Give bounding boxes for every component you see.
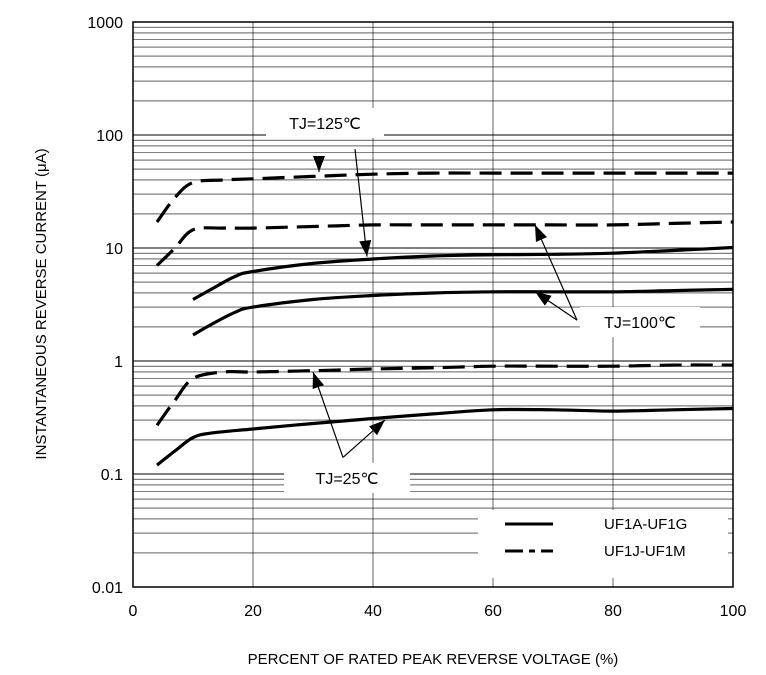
y-tick-label: 1000 (87, 15, 123, 32)
x-tick-label: 100 (720, 603, 747, 620)
legend: UF1A-UF1G UF1J-UF1M (478, 510, 728, 578)
legend-label-uf1j-uf1m: UF1J-UF1M (604, 543, 686, 560)
annotation-arrow-head (535, 224, 547, 242)
x-axis-label: PERCENT OF RATED PEAK REVERSE VOLTAGE (%… (248, 651, 619, 668)
annotation-label: TJ=125℃ (289, 116, 361, 133)
series-line-1 (192, 287, 734, 337)
y-tick-label: 0.1 (101, 467, 123, 484)
x-tick-label: 0 (129, 603, 138, 620)
annotation-arrow-head (359, 239, 372, 257)
x-tick-label: 40 (364, 603, 382, 620)
annotation-arrow-head (313, 156, 325, 173)
annotation-arrow-head (312, 371, 324, 390)
series-line-5 (155, 363, 734, 427)
annotation-arrow-line (354, 149, 368, 257)
annotation-label: TJ=25℃ (316, 471, 379, 488)
annotation-label-box (580, 307, 700, 337)
y-tick-label: 100 (96, 128, 123, 145)
annotation-arrow-line (534, 224, 578, 321)
series-layer (155, 171, 734, 467)
annotation-label-box (266, 108, 384, 138)
series-line-3 (155, 171, 733, 223)
y-tick-label: 10 (105, 241, 123, 258)
plot-frame (132, 21, 734, 588)
annotation-label-box (284, 463, 410, 493)
series-line-4 (155, 220, 734, 267)
y-tick-label: 0.01 (92, 580, 123, 597)
tick-labels: 0 20 40 60 80 100 0.01 0.1 1 10 100 1000 (87, 15, 746, 620)
y-tick-label: 1 (114, 354, 123, 371)
annotation-arrow-head (369, 420, 385, 436)
legend-box (478, 510, 728, 578)
grid (133, 22, 733, 588)
x-tick-label: 20 (244, 603, 262, 620)
annotation-label: TJ=100℃ (604, 315, 676, 332)
x-tick-label: 60 (484, 603, 502, 620)
y-axis-label: INSTANTANEOUS REVERSE CURRENT (μA) (33, 148, 50, 459)
annotation-layer: TJ=125℃ TJ=100℃ TJ=25℃ (266, 108, 700, 493)
x-tick-label: 80 (604, 603, 622, 620)
legend-label-uf1a-uf1g: UF1A-UF1G (604, 516, 687, 533)
annotation-arrow-head (535, 291, 552, 306)
series-line-2 (156, 406, 734, 467)
series-line-0 (192, 245, 734, 301)
